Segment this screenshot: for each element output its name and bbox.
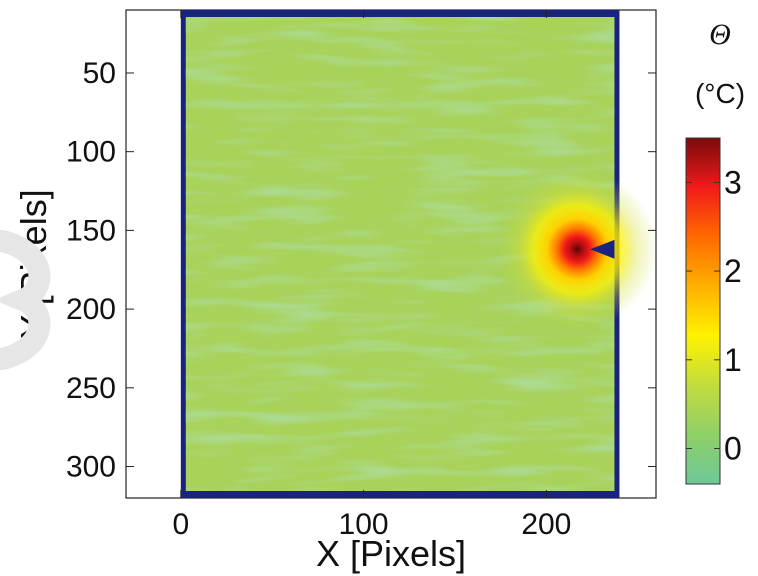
y-tick-label: 100: [66, 136, 116, 169]
colorbar-scale: [685, 137, 721, 485]
crack-notch: [590, 239, 615, 259]
y-tick-label: 250: [66, 372, 116, 405]
hot-spot: [497, 169, 658, 330]
y-tick-label: 300: [66, 451, 116, 484]
y-tick-label: 200: [66, 293, 116, 326]
y-tick-label: 50: [83, 57, 116, 90]
colorbar-tick-label: 0: [724, 431, 742, 467]
y-axis-ticks: 50 100 150 200 250 300: [66, 57, 656, 484]
colorbar-tick-label: 3: [724, 164, 742, 200]
x-tick-label: 0: [172, 508, 189, 541]
watermark-shape: [0, 230, 51, 370]
colorbar-ticks: 0 1 2 3: [686, 164, 742, 467]
colorbar-tick-label: 1: [724, 342, 742, 378]
x-axis-ticks: 0 100 200: [172, 10, 571, 541]
x-tick-label: 100: [339, 508, 389, 541]
colorbar: 0 1 2 3: [685, 137, 742, 485]
temperature-field: [180, 10, 658, 498]
colorbar-title: Θ: [709, 18, 731, 51]
x-tick-label: 200: [521, 508, 571, 541]
x-axis-label: X [Pixels]: [316, 533, 466, 574]
y-tick-label: 150: [66, 214, 116, 247]
colorbar-tick-label: 2: [724, 253, 742, 289]
colorbar-unit: (°C): [694, 78, 746, 109]
